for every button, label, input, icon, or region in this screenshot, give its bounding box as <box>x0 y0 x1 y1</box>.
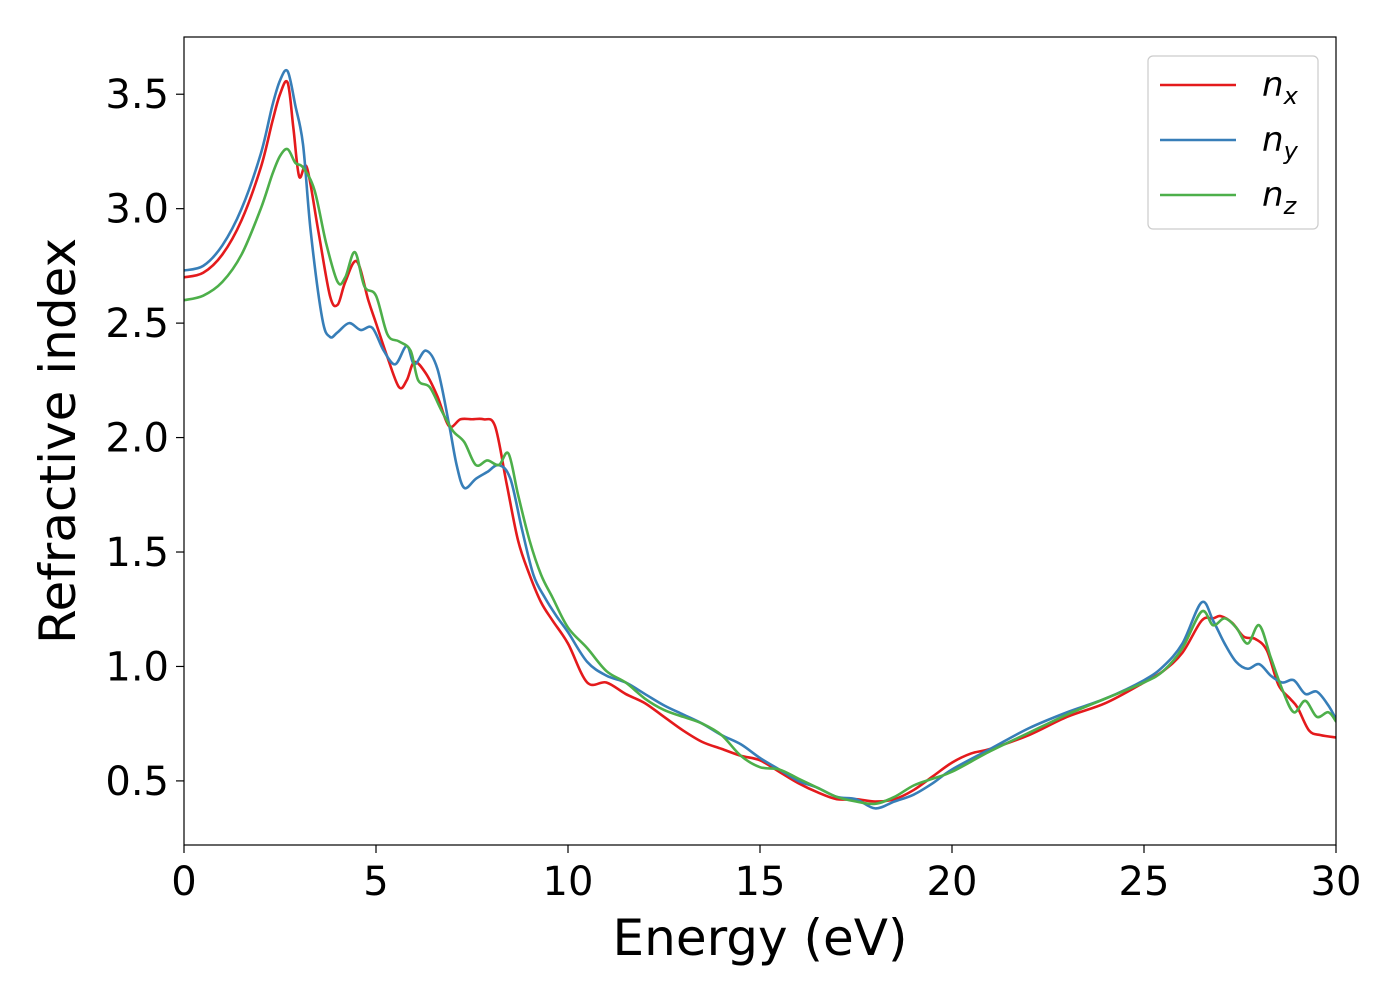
y-tick-label: 3.5 <box>105 72 169 118</box>
x-tick-label: 0 <box>171 859 196 905</box>
series-line-n-x <box>184 79 1336 803</box>
x-tick-label: 15 <box>735 859 786 905</box>
x-tick-label: 10 <box>543 859 594 905</box>
y-axis: 0.5 1.0 1.5 2.0 2.5 3.0 3.5 <box>105 72 184 805</box>
legend-box <box>1147 55 1319 230</box>
legend-label-n-y: ny <box>1262 120 1299 165</box>
series-line-n-z <box>184 147 1336 806</box>
x-tick-label: 20 <box>927 859 978 905</box>
x-axis: 0 5 10 15 20 25 30 <box>171 845 1361 905</box>
y-tick-label: 2.5 <box>105 301 169 347</box>
y-tick-label: 1.0 <box>105 644 169 690</box>
x-tick-label: 25 <box>1119 859 1170 905</box>
legend: nx ny nz <box>1147 55 1319 230</box>
legend-label-n-z: nz <box>1262 175 1298 220</box>
x-tick-label: 5 <box>363 859 388 905</box>
y-axis-title: Refractive index <box>29 238 87 644</box>
legend-label-n-x: nx <box>1262 65 1299 110</box>
plot-area <box>184 68 1336 810</box>
x-axis-title: Energy (eV) <box>613 909 908 967</box>
x-tick-label: 30 <box>1311 859 1362 905</box>
y-tick-label: 2.0 <box>105 416 169 462</box>
y-tick-label: 3.0 <box>105 187 169 233</box>
y-tick-label: 0.5 <box>105 759 169 805</box>
y-tick-label: 1.5 <box>105 530 169 576</box>
